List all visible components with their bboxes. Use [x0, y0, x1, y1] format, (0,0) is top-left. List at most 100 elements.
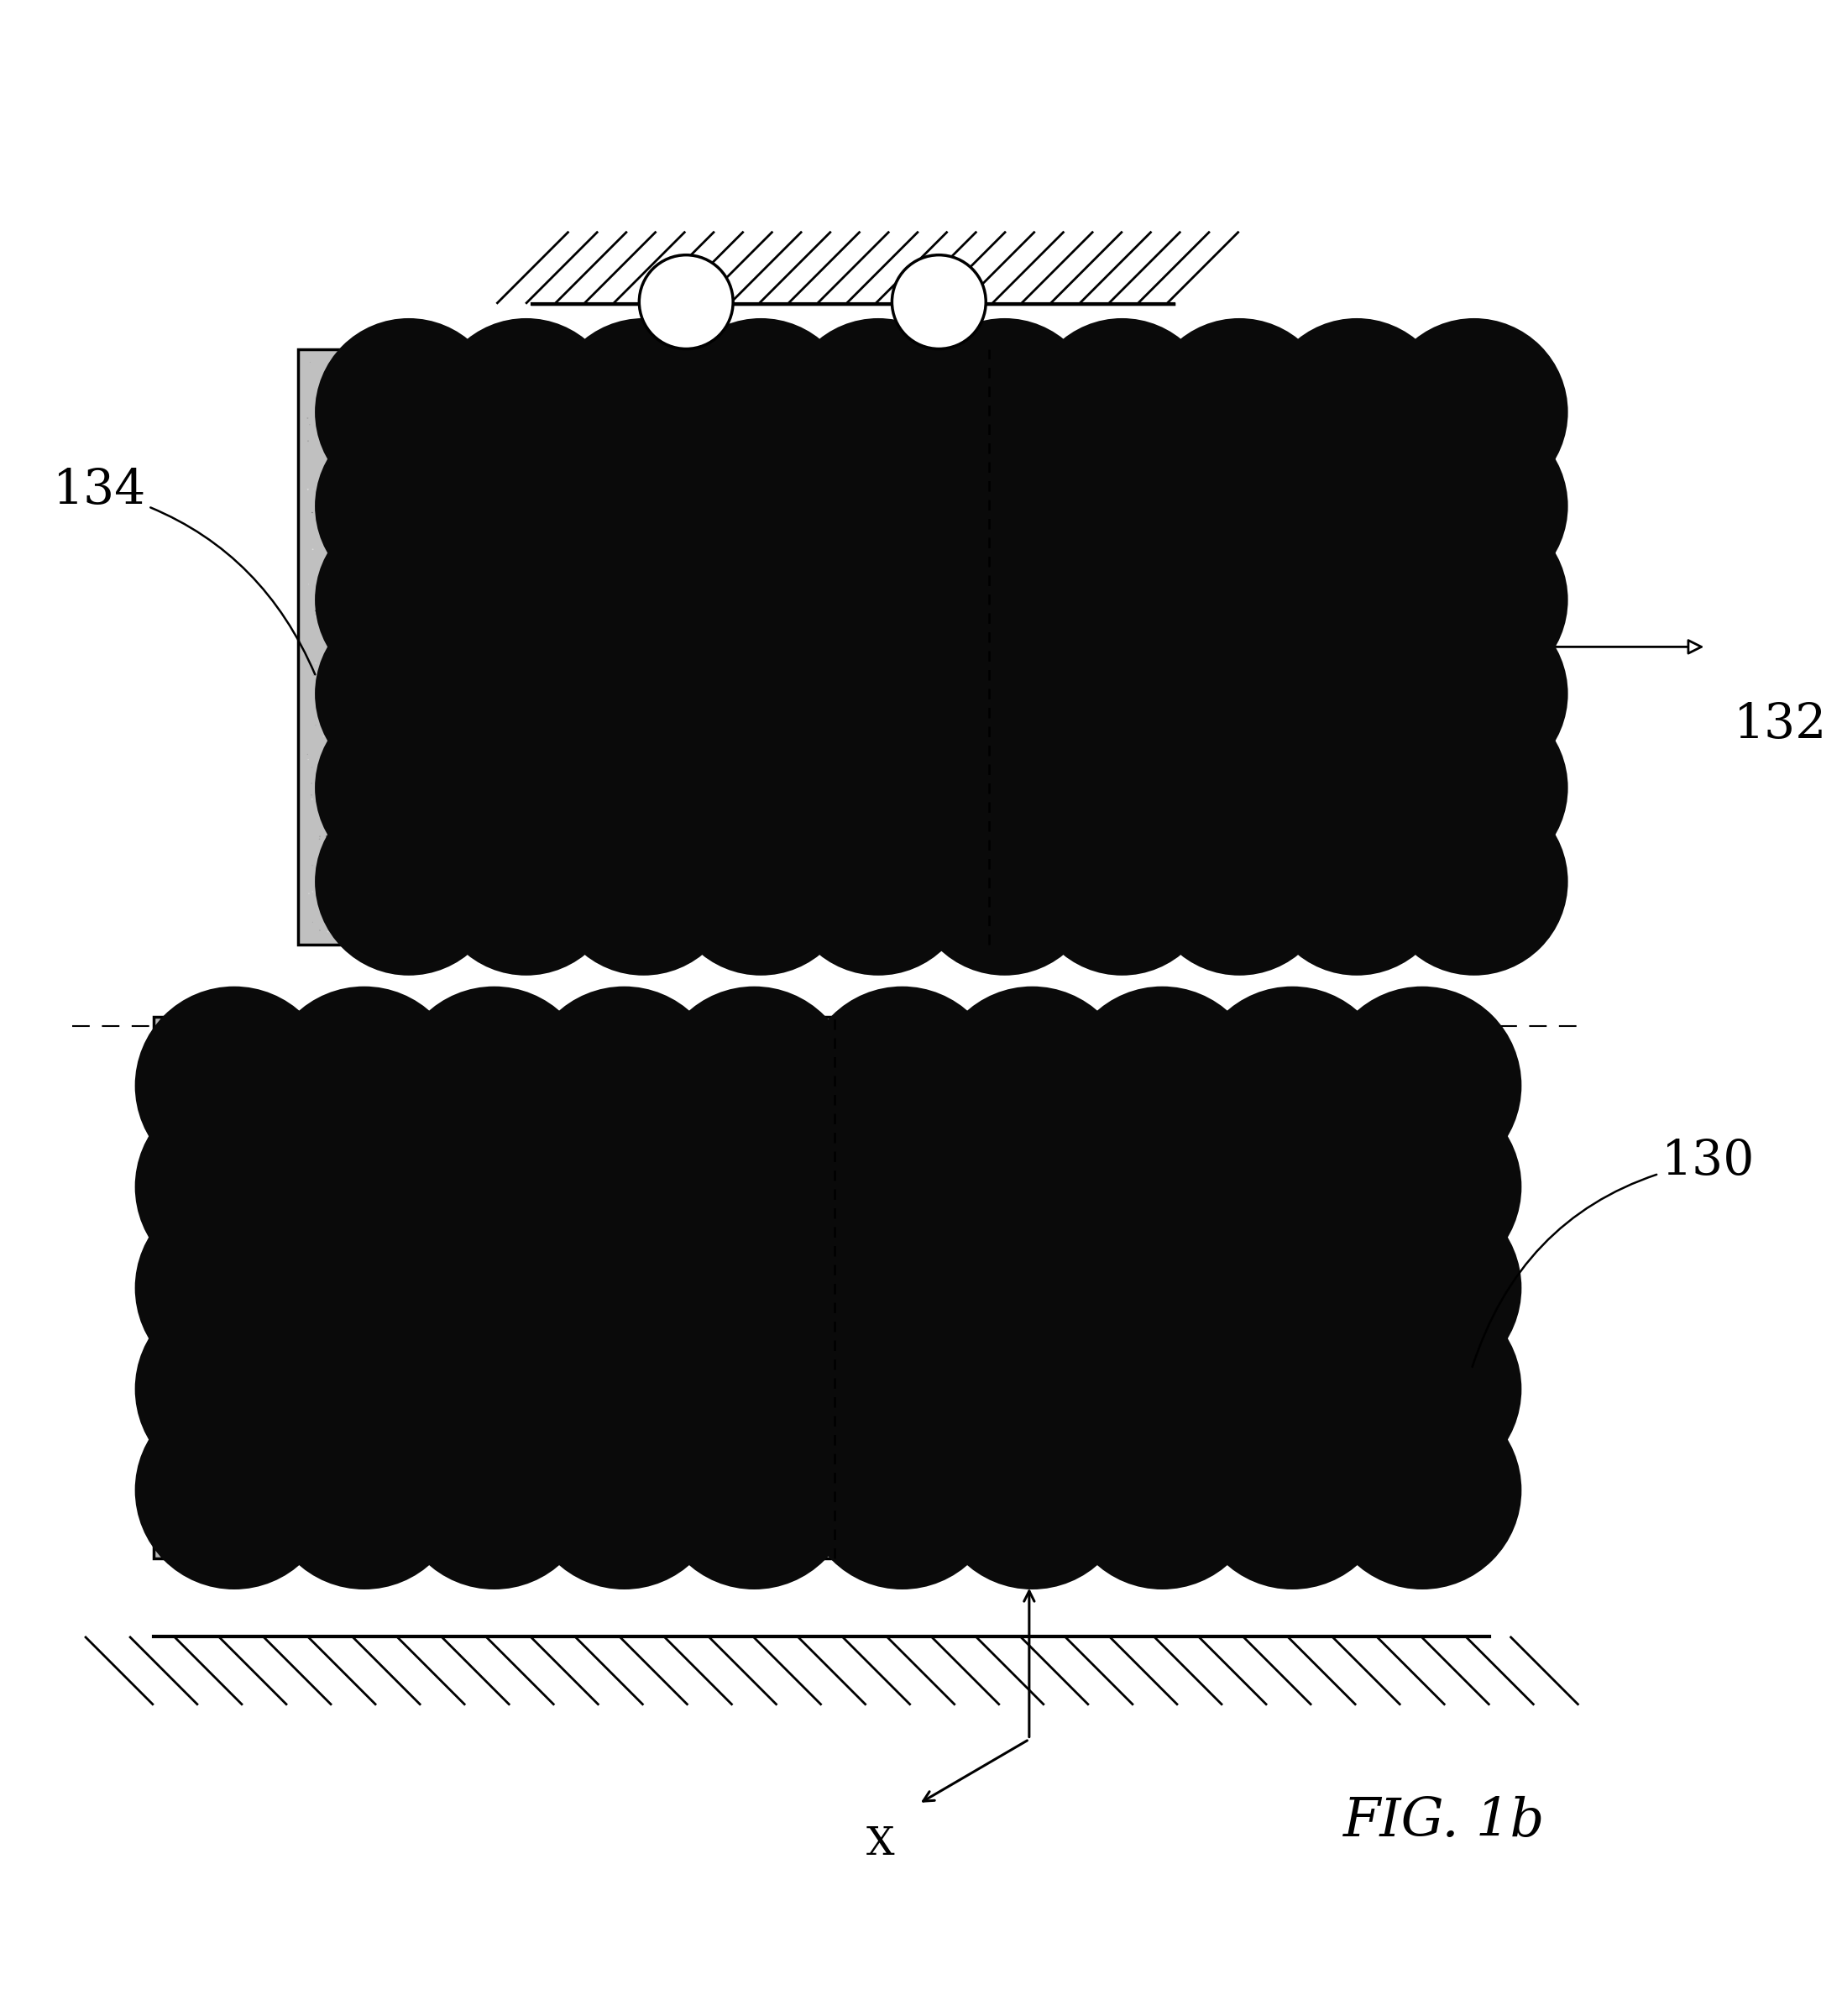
Point: [687, 1208, 717, 1240]
Point: [391, 1052, 420, 1085]
Point: [293, 1107, 322, 1139]
Point: [921, 1524, 950, 1556]
Point: [1370, 405, 1400, 437]
Point: [849, 510, 879, 542]
Point: [822, 655, 851, 687]
Point: [1230, 1325, 1260, 1357]
Point: [610, 1024, 639, 1056]
Point: [1009, 625, 1039, 657]
Point: [162, 1066, 192, 1099]
Point: [985, 687, 1015, 720]
Point: [1457, 1452, 1486, 1484]
Point: [612, 1341, 641, 1373]
Point: [1008, 569, 1037, 601]
Point: [521, 454, 551, 486]
Point: [683, 1425, 713, 1458]
Point: [1103, 476, 1133, 508]
Point: [691, 1276, 720, 1308]
Point: [995, 466, 1024, 498]
Point: [1015, 1401, 1044, 1433]
Point: [1393, 1143, 1422, 1175]
Point: [724, 1147, 753, 1179]
Point: [978, 458, 1008, 490]
Point: [1448, 512, 1477, 544]
Point: [1269, 1454, 1299, 1486]
Point: [184, 1347, 214, 1379]
Point: [368, 637, 398, 669]
Point: [696, 1270, 726, 1302]
Point: [766, 1179, 796, 1212]
Point: [225, 1016, 254, 1048]
Point: [562, 1040, 591, 1073]
Point: [1183, 1464, 1212, 1496]
Point: [1148, 363, 1177, 395]
Point: [1173, 823, 1203, 855]
Point: [1306, 845, 1335, 877]
Point: [1271, 798, 1300, 831]
Point: [932, 841, 962, 873]
Point: [1017, 456, 1046, 488]
Point: [586, 1355, 615, 1387]
Point: [880, 1032, 910, 1064]
Point: [367, 1169, 396, 1202]
Point: [507, 516, 536, 548]
Point: [904, 1409, 934, 1441]
Point: [820, 883, 849, 915]
Point: [669, 1163, 698, 1195]
Point: [871, 429, 901, 462]
Point: [1393, 1274, 1422, 1306]
Point: [1446, 728, 1475, 760]
Point: [669, 1208, 698, 1240]
Point: [1254, 1230, 1284, 1262]
Point: [844, 429, 873, 462]
Point: [1337, 1028, 1367, 1060]
Point: [1424, 1161, 1453, 1193]
Point: [586, 615, 615, 647]
Point: [757, 901, 787, 933]
Point: [1041, 534, 1070, 566]
Point: [803, 452, 833, 484]
Point: [1431, 1026, 1461, 1058]
Point: [512, 534, 542, 566]
Point: [1201, 534, 1230, 566]
Point: [341, 1298, 370, 1331]
Point: [381, 1421, 411, 1454]
Point: [995, 1087, 1024, 1119]
Point: [1067, 516, 1096, 548]
Point: [1094, 778, 1124, 810]
Point: [807, 619, 836, 651]
Point: [1186, 1492, 1216, 1524]
Point: [151, 1264, 181, 1296]
Point: [1118, 1169, 1148, 1202]
Point: [700, 1377, 729, 1409]
Point: [1087, 774, 1116, 806]
Point: [383, 1125, 413, 1157]
Point: [742, 651, 772, 683]
Point: [567, 1290, 597, 1322]
Point: [1245, 385, 1275, 417]
Point: [715, 599, 744, 631]
Point: [1275, 532, 1304, 564]
Point: [1265, 395, 1295, 427]
Point: [298, 1335, 328, 1367]
Point: [413, 1119, 442, 1151]
Point: [788, 1044, 818, 1077]
Point: [1383, 383, 1413, 415]
Point: [1459, 625, 1488, 657]
Point: [805, 1325, 834, 1357]
Point: [1127, 1206, 1157, 1238]
Point: [1455, 1294, 1485, 1327]
Point: [584, 899, 613, 931]
Point: [858, 409, 888, 442]
Point: [481, 601, 510, 633]
Point: [696, 1153, 726, 1185]
Point: [1383, 679, 1413, 712]
Point: [917, 774, 947, 806]
Point: [641, 1496, 670, 1528]
Point: [422, 1081, 451, 1113]
Point: [249, 1329, 278, 1361]
Point: [1214, 1226, 1243, 1258]
Point: [1225, 1097, 1254, 1129]
Point: [350, 1208, 379, 1240]
Point: [586, 1252, 615, 1284]
